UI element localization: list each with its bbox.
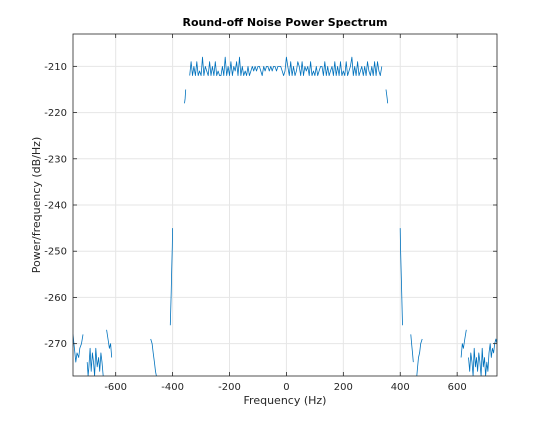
series-line-segment [410,334,414,363]
x-tick-label: 600 [448,382,467,393]
series-line-segment [150,338,157,376]
y-axis-label: Power/frequency (dB/Hz) [30,137,43,274]
series-line-segment [399,228,403,326]
series-line-segment [468,338,497,376]
series-line-segment [86,347,104,376]
series-line-segment [189,56,383,76]
series-line-segment [169,228,173,326]
y-tick-label: -230 [44,154,67,165]
x-tick-label: -600 [104,382,127,393]
series-line-segment [106,329,113,358]
y-tick-label: -240 [44,201,67,212]
x-tick-label: -400 [161,382,184,393]
series-line-segment [73,334,84,363]
y-tick-label: -210 [44,62,67,73]
y-tick-label: -260 [44,293,67,304]
series-line-segment [416,338,423,376]
x-tick-label: 0 [283,382,289,393]
y-tick-label: -250 [44,247,67,258]
series-layer [73,56,497,376]
y-tick-label: -220 [44,108,67,119]
grid [73,34,497,376]
series-line-segment [184,89,187,104]
x-tick-label: -200 [218,382,241,393]
x-tick-label: 400 [391,382,410,393]
plot-area [73,56,497,376]
y-tick-label: -270 [44,339,67,350]
x-tick-label: 200 [334,382,353,393]
x-axis-label: Frequency (Hz) [244,394,327,407]
series-line-segment [460,329,467,358]
chart-title: Round-off Noise Power Spectrum [182,16,387,29]
series-line-segment [385,89,389,104]
ticks: -600 -400 -200 0 200 400 600 -270 -260 -250 -240 -2… [44,34,497,393]
